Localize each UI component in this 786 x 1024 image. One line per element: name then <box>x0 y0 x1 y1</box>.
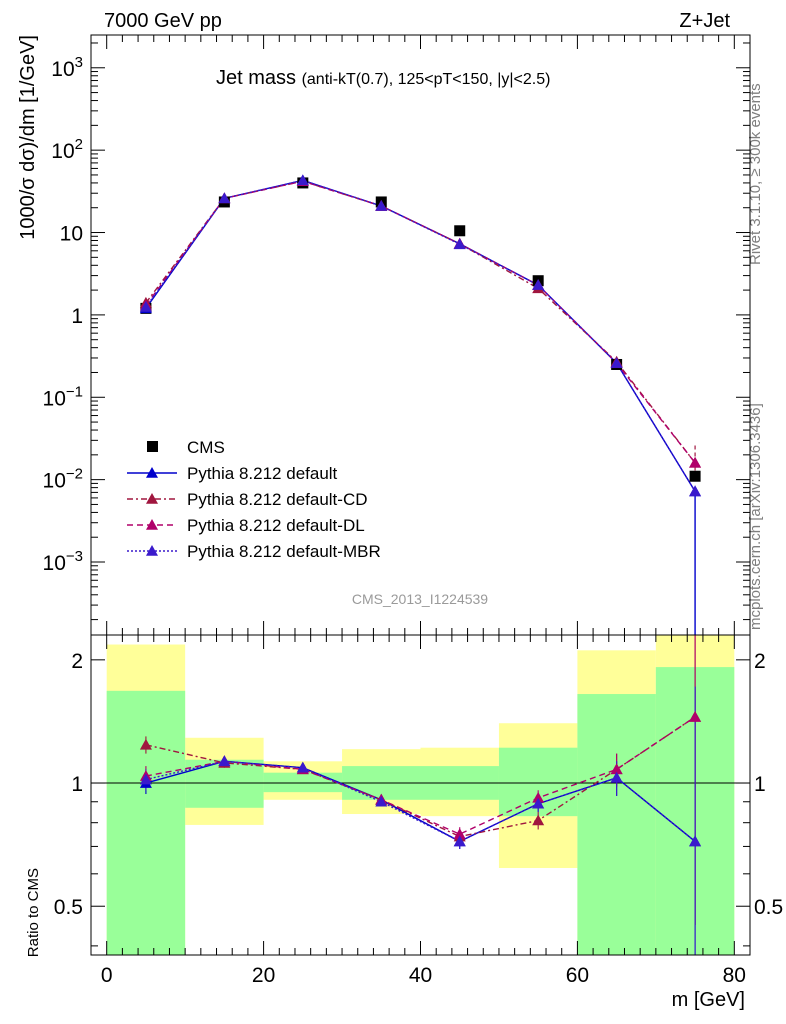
x-tick-label: 20 <box>252 964 275 987</box>
ratio-y-tick-label: 1 <box>71 773 83 796</box>
x-tick-label: 80 <box>723 964 746 987</box>
data-point <box>689 470 701 482</box>
ratio-y-tick-label-right: 0.5 <box>754 896 783 919</box>
beam-label: 7000 GeV pp <box>104 10 222 32</box>
ratio-plot-area <box>106 635 735 955</box>
ratio-point <box>610 763 623 775</box>
ratio-point <box>296 761 309 773</box>
mcplots-reference-label: mcplots.cern.ch [arXiv:1306.3436] <box>747 403 764 630</box>
ratio-y-tick-label-right: 1 <box>754 773 766 796</box>
chart-title-sub: (anti-kT(0.7), 125<pT<150, |y|<2.5) <box>302 71 551 88</box>
main-series-line <box>145 180 696 464</box>
ratio-point <box>139 773 152 785</box>
chart-title: Jet mass (anti-kT(0.7), 125<pT<150, |y|<… <box>216 67 550 89</box>
mc-point <box>296 174 309 186</box>
legend-entry: Pythia 8.212 default-CD <box>127 490 368 509</box>
analysis-id-label: CMS_2013_I1224539 <box>352 591 488 607</box>
legend-label: CMS <box>187 438 225 457</box>
ratio-plot-data <box>91 635 750 955</box>
ratio-point <box>689 710 702 722</box>
main-y-tick-label: 103 <box>51 54 83 81</box>
legend-marker <box>147 441 158 452</box>
main-series-line <box>145 179 696 492</box>
legend-entry: Pythia 8.212 default-DL <box>127 516 365 535</box>
legend: CMS Pythia 8.212 default Pythia 8.212 defa… <box>127 438 381 561</box>
ratio-point <box>689 835 702 847</box>
ratio-band-stat <box>106 690 186 955</box>
ratio-point <box>139 738 152 750</box>
mc-point <box>139 300 152 312</box>
main-y-tick-label: 102 <box>51 136 83 163</box>
ratio-y-tick-label-right: 2 <box>754 650 766 673</box>
legend-marker <box>146 545 158 556</box>
main-y-tick-label: 10−2 <box>43 466 83 493</box>
main-y-tick-label: 10−1 <box>43 383 83 410</box>
legend-marker <box>146 493 158 504</box>
ratio-band-stat <box>263 772 343 793</box>
main-plot-data <box>139 174 702 635</box>
main-plot-frame: 10−3 10−2 10−1 1 10 102 103 <box>43 34 751 636</box>
data-point <box>454 225 466 237</box>
ratio-y-tick-label: 0.5 <box>54 896 83 919</box>
main-y-tick-label: 10−3 <box>43 548 83 575</box>
ratio-point <box>218 755 231 767</box>
rivet-version-label: Rivet 3.1.10, ≥ 300k events <box>747 83 764 265</box>
mc-point <box>532 279 545 290</box>
legend-label: Pythia 8.212 default-DL <box>187 516 365 535</box>
ratio-y-axis-label: Ratio to CMS <box>25 868 42 957</box>
main-y-tick-label: 10 <box>60 223 83 246</box>
legend-marker <box>146 519 158 530</box>
x-tick-label: 0 <box>101 964 113 987</box>
ratio-point <box>453 828 466 839</box>
x-tick-label: 40 <box>409 964 432 987</box>
legend-entry: Pythia 8.212 default-MBR <box>127 542 381 561</box>
ratio-series-line <box>145 760 696 843</box>
legend-label: Pythia 8.212 default <box>187 464 338 483</box>
ratio-series-line <box>145 716 696 838</box>
mc-point <box>610 357 623 368</box>
ratio-y-tick-label: 2 <box>71 650 83 673</box>
mc-point <box>689 456 702 468</box>
mc-point <box>218 192 231 204</box>
legend-label: Pythia 8.212 default-MBR <box>187 542 381 561</box>
main-series-line <box>145 179 696 492</box>
mc-point <box>375 199 388 211</box>
ratio-point <box>375 795 388 807</box>
main-series-line <box>145 180 696 464</box>
legend-marker <box>146 467 158 478</box>
x-tick-label: 60 <box>566 964 589 987</box>
ratio-plot-frame: 0.5 0.51 12 20 20 40 60 80 <box>54 634 783 987</box>
chart-title-main: Jet mass <box>216 67 302 89</box>
ratio-point <box>532 814 545 826</box>
x-axis-label: m [GeV] <box>672 989 745 1011</box>
legend-entry: Pythia 8.212 default <box>127 464 338 483</box>
main-y-axis-label: 1000/σ dσ)/dm [1/GeV] <box>17 35 39 240</box>
ratio-point <box>532 797 545 809</box>
legend-label: Pythia 8.212 default-CD <box>187 490 368 509</box>
mc-point <box>453 238 466 250</box>
ratio-point <box>532 791 545 803</box>
process-label: Z+Jet <box>679 10 730 32</box>
ratio-point <box>610 771 623 783</box>
legend-entry: CMS <box>147 438 225 457</box>
ratio-band-stat <box>577 694 656 955</box>
mc-point <box>689 485 702 497</box>
main-y-tick-label: 1 <box>71 305 83 328</box>
ratio-point <box>453 835 466 847</box>
